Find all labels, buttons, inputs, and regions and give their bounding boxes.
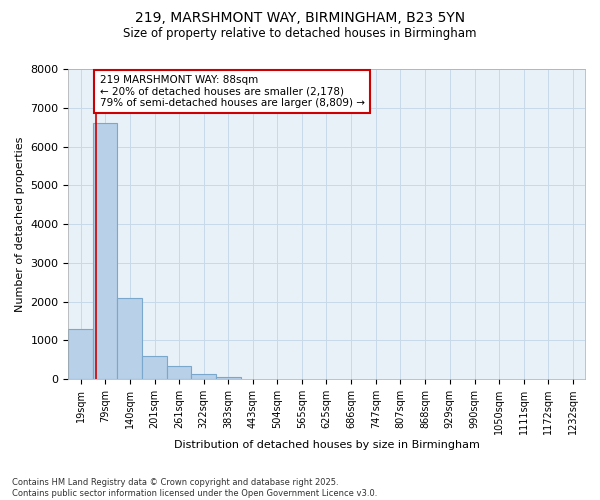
Bar [68,329,93,379]
X-axis label: Distribution of detached houses by size in Birmingham: Distribution of detached houses by size … [174,440,479,450]
Text: Contains HM Land Registry data © Crown copyright and database right 2025.
Contai: Contains HM Land Registry data © Crown c… [12,478,377,498]
Text: Size of property relative to detached houses in Birmingham: Size of property relative to detached ho… [123,28,477,40]
Bar [142,356,167,379]
Bar [167,366,191,379]
Bar [93,124,118,379]
Bar [191,374,216,379]
Y-axis label: Number of detached properties: Number of detached properties [15,136,25,312]
Bar [216,376,241,379]
Bar [118,298,142,379]
Text: 219, MARSHMONT WAY, BIRMINGHAM, B23 5YN: 219, MARSHMONT WAY, BIRMINGHAM, B23 5YN [135,11,465,25]
Text: 219 MARSHMONT WAY: 88sqm
← 20% of detached houses are smaller (2,178)
79% of sem: 219 MARSHMONT WAY: 88sqm ← 20% of detach… [100,75,365,108]
